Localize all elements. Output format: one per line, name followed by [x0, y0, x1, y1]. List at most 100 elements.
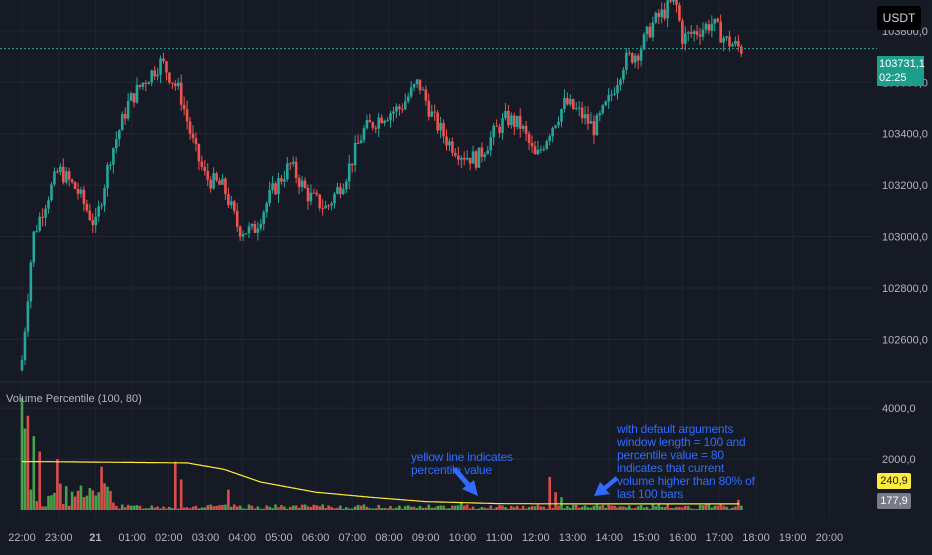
candle-body	[342, 189, 345, 195]
candle-body	[32, 231, 36, 263]
volume-bar	[126, 504, 130, 510]
volume-bar	[515, 505, 519, 510]
candle-body	[701, 29, 705, 37]
volume-bar	[392, 508, 395, 510]
volume-bar	[430, 507, 434, 510]
candle-body	[510, 115, 513, 126]
volume-bar	[580, 506, 584, 510]
candle-body	[398, 106, 401, 109]
volume-bar	[728, 508, 731, 510]
candle-body	[566, 97, 569, 105]
candle-body	[492, 125, 495, 138]
candle-body	[409, 87, 413, 97]
indicator-title[interactable]: Volume Percentile (100, 80)	[6, 393, 142, 405]
volume-bar	[507, 508, 510, 510]
volume-bar	[159, 508, 162, 510]
volume-bar	[442, 505, 445, 510]
volume-bar	[350, 508, 354, 510]
candle-body	[321, 208, 324, 210]
candle-body	[513, 115, 516, 127]
volume-bar	[212, 506, 215, 510]
volume-bar	[38, 451, 41, 510]
volume-bar	[176, 508, 180, 510]
volume-bar	[598, 505, 602, 510]
candle-body	[97, 206, 100, 217]
candle-body	[486, 150, 490, 155]
candle-body	[551, 127, 554, 137]
candle-body	[580, 107, 584, 119]
time-tick-label: 17:00	[706, 532, 734, 544]
candle-body	[548, 136, 551, 142]
candle-body	[224, 178, 227, 195]
time-tick-label: 07:00	[339, 532, 367, 544]
candle-body	[524, 125, 528, 134]
time-axis[interactable]: 22:00 23:00 21 01:00 02:00 03:00 04:00 05:00 06:…	[8, 532, 843, 544]
candle-body	[710, 23, 714, 31]
volume-bar	[221, 504, 224, 510]
volume-bar	[704, 504, 708, 510]
candle-body	[283, 179, 286, 182]
volume-tick-label: 2000,0	[882, 454, 916, 466]
volume-bar	[716, 505, 720, 510]
time-tick-label: 20:00	[816, 532, 844, 544]
candle-body	[400, 108, 404, 110]
volume-bar	[574, 504, 578, 510]
volume-bar	[513, 507, 516, 510]
candle-body	[35, 230, 39, 232]
time-tick-label: 06:00	[302, 532, 330, 544]
volume-bar	[707, 504, 711, 510]
candle-body	[368, 120, 372, 123]
candle-body	[657, 12, 661, 18]
volume-bar	[70, 491, 74, 510]
candle-body	[569, 99, 572, 105]
volume-bar	[20, 398, 24, 510]
currency-button[interactable]: USDT	[877, 6, 921, 30]
candle-body	[235, 210, 239, 227]
volume-bar	[203, 507, 207, 510]
candle-body	[737, 40, 740, 47]
candle-body	[654, 12, 658, 23]
candle-body	[627, 52, 631, 54]
candle-body	[265, 203, 268, 213]
volume-bar	[374, 508, 378, 510]
candle-body	[725, 36, 728, 38]
volume-bar	[654, 506, 658, 510]
last-price-value: 103731,1	[879, 58, 925, 70]
candle-body	[336, 187, 339, 194]
candle-body	[29, 262, 33, 302]
percentile-line	[22, 461, 740, 505]
volume-bar	[209, 504, 212, 510]
volume-bar	[250, 505, 254, 510]
arrow-icon	[452, 467, 478, 496]
candle-body	[722, 37, 725, 43]
volume-bar	[173, 461, 177, 510]
volume-bar	[344, 507, 348, 510]
candle-body	[94, 216, 98, 226]
candle-body	[380, 117, 383, 124]
candle-body	[610, 94, 613, 96]
time-tick-label: 21	[89, 532, 101, 544]
candle-body	[377, 117, 381, 129]
candle-body	[740, 46, 743, 54]
candle-body	[616, 85, 619, 94]
volume-bar	[601, 504, 605, 510]
volume-bar	[563, 508, 566, 510]
volume-bar	[740, 505, 743, 510]
candle-body	[669, 0, 672, 2]
candle-body	[59, 166, 62, 173]
candle-body	[527, 133, 531, 143]
volume-axis[interactable]: 4000,0 2000,0	[882, 403, 916, 466]
candle-body	[188, 121, 192, 134]
volume-bar	[692, 508, 696, 510]
candle-body	[465, 157, 469, 160]
volume-bar	[554, 492, 557, 510]
volume-bar	[383, 507, 386, 510]
volume-bar	[330, 506, 333, 510]
volume-bar	[627, 505, 631, 510]
volume-value-tag: 177,9	[877, 493, 911, 509]
volume-bar	[395, 507, 398, 510]
volume-bar	[294, 505, 298, 510]
volume-bar	[232, 504, 236, 510]
